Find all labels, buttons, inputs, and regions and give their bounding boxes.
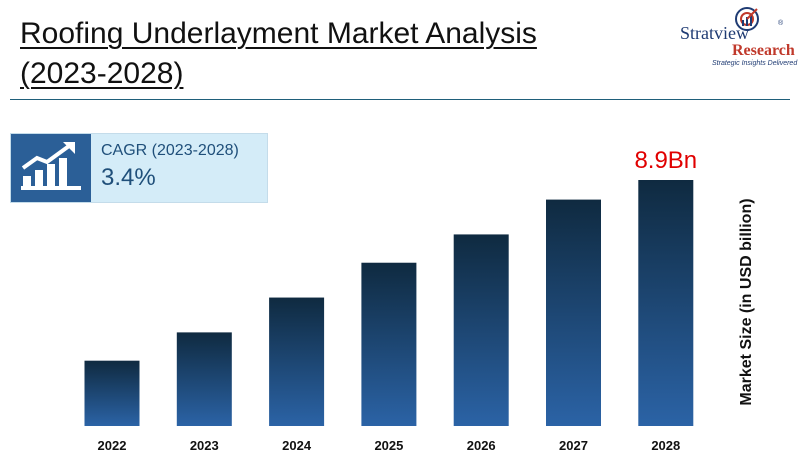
bar-2023: [176, 332, 232, 426]
x-tick-2026: 2026: [467, 438, 496, 453]
x-tick-2025: 2025: [374, 438, 403, 453]
x-tick-2023: 2023: [190, 438, 219, 453]
x-tick-2022: 2022: [98, 438, 127, 453]
value-label-2028: 8.9Bn: [634, 147, 697, 174]
bar-2027: [546, 199, 601, 426]
growth-chart-icon: [21, 142, 81, 190]
x-tick-2028: 2028: [651, 438, 680, 453]
chart-target-icon: [735, 7, 759, 31]
y-axis-label-wrap: Market Size (in USD billion): [737, 185, 757, 420]
value-labels: 8.9Bn: [634, 147, 697, 174]
bar-2022: [84, 360, 140, 426]
x-tick-labels: 2022 2023 2024 2025 2026 2027 2028: [98, 438, 681, 453]
logo-tagline: Strategic Insights Delivered: [712, 60, 798, 67]
cagr-icon-box: [11, 134, 91, 202]
cagr-value: 3.4%: [101, 164, 156, 191]
cagr-label: CAGR (2023-2028): [101, 142, 239, 159]
logo-name-part1: Strat: [680, 23, 714, 43]
x-tick-2027: 2027: [559, 438, 588, 453]
title-line-1: Roofing Underlayment Market Analysis: [20, 17, 537, 50]
bars-group: [84, 180, 694, 426]
logo-research: Research: [732, 42, 795, 59]
header-divider: [10, 99, 790, 100]
logo-name: Stratview: [680, 23, 749, 44]
x-tick-2024: 2024: [282, 438, 312, 453]
y-axis-label: Market Size (in USD billion): [738, 198, 755, 406]
bar-2028: [638, 180, 694, 426]
registered-mark: ®: [778, 20, 784, 27]
bar-2026: [453, 234, 509, 426]
bar-2025: [361, 262, 417, 426]
page-title: Roofing Underlayment Market Analysis (20…: [20, 14, 537, 94]
title-line-2: (2023-2028): [20, 57, 184, 90]
logo-name-part2: view: [714, 23, 749, 43]
bar-2024: [269, 297, 325, 426]
stratview-logo: Stratview ® Research Strategic Insights …: [680, 6, 798, 70]
cagr-callout: CAGR (2023-2028) 3.4%: [10, 133, 268, 203]
